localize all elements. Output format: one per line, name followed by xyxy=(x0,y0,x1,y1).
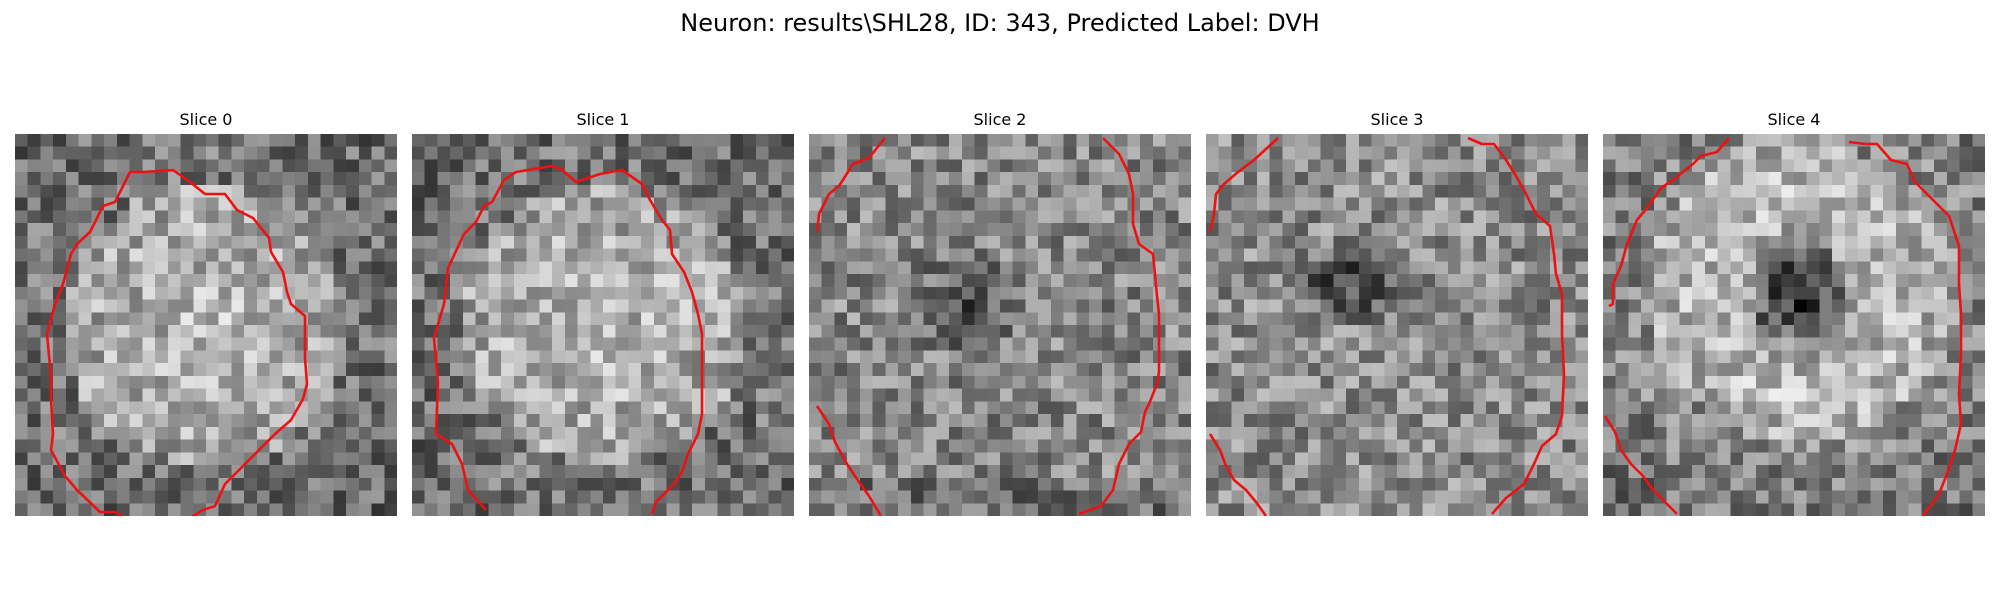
slice-image xyxy=(15,134,397,516)
slice-title: Slice 1 xyxy=(576,110,630,129)
figure-suptitle: Neuron: results\SHL28, ID: 343, Predicte… xyxy=(680,9,1320,37)
slice-title: Slice 0 xyxy=(179,110,233,129)
slice-panel-3: Slice 3 xyxy=(1206,108,1588,516)
roi-contour xyxy=(45,168,309,516)
roi-contour xyxy=(432,164,704,515)
grayscale-image xyxy=(15,134,397,516)
slice-panel-4: Slice 4 xyxy=(1603,108,1985,516)
slice-image xyxy=(1603,134,1985,516)
slice-panel-1: Slice 1 xyxy=(412,108,794,516)
slice-panel-2: Slice 2 xyxy=(809,108,1191,516)
grayscale-image xyxy=(809,134,1191,516)
slice-image xyxy=(412,134,794,516)
roi-contour xyxy=(1208,136,1566,516)
roi-contour xyxy=(1603,137,1963,516)
grayscale-image xyxy=(1206,134,1588,516)
slice-title: Slice 3 xyxy=(1370,110,1424,129)
roi-contour xyxy=(815,137,1161,516)
slice-title: Slice 4 xyxy=(1767,110,1821,129)
grayscale-image xyxy=(412,134,794,516)
slice-image xyxy=(1206,134,1588,516)
slice-panel-0: Slice 0 xyxy=(15,108,397,516)
slice-image xyxy=(809,134,1191,516)
slice-title: Slice 2 xyxy=(973,110,1027,129)
grayscale-image xyxy=(1603,134,1985,516)
